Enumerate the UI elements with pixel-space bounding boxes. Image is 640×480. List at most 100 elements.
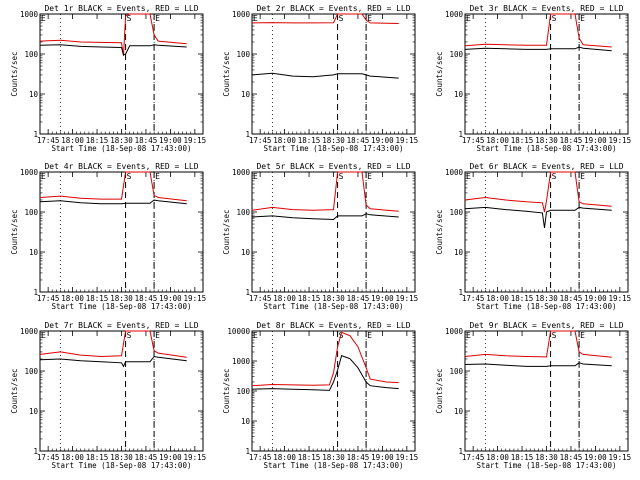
- event-marker-s: S: [127, 172, 132, 181]
- x-tick-label: 18:45: [135, 294, 158, 303]
- x-tick-label: 18:00: [486, 453, 509, 462]
- x-tick-label: 18:00: [61, 136, 84, 145]
- plot-title: Det 2r BLACK = Events, RED = LLD: [256, 4, 410, 13]
- x-tick-label: 18:15: [298, 453, 321, 462]
- x-axis-label: Start Time (18-Sep-08 17:43:00): [52, 461, 192, 470]
- event-marker-e: E: [466, 14, 471, 23]
- x-tick-label: 19:00: [159, 453, 182, 462]
- plot-axes-box: [464, 330, 629, 452]
- series-events-black: [464, 46, 612, 52]
- x-tick-label: 19:00: [584, 294, 607, 303]
- series-lld-red: [464, 171, 612, 213]
- event-marker-e: E: [41, 14, 46, 23]
- x-axis-label: Start Time (18-Sep-08 17:43:00): [264, 461, 404, 470]
- y-tick-label: 1000: [445, 168, 464, 177]
- x-tick-label: 18:30: [535, 453, 558, 462]
- event-marker-e: E: [580, 14, 585, 23]
- y-axis-label: Counts/sec: [222, 209, 231, 254]
- event-marker-e: E: [367, 172, 372, 181]
- x-axis-label: Start Time (18-Sep-08 17:43:00): [52, 144, 192, 153]
- plot-axes-box: [464, 13, 629, 135]
- y-tick-label: 100: [449, 208, 463, 217]
- plot-title: Det 4r BLACK = Events, RED = LLD: [44, 162, 198, 171]
- y-tick-label: 10: [241, 417, 251, 426]
- series-events-black: [464, 362, 612, 367]
- x-tick-label: 18:30: [322, 294, 345, 303]
- y-tick-label: 100: [24, 208, 38, 217]
- y-tick-label: 100: [24, 367, 38, 376]
- x-tick-label: 19:15: [396, 294, 419, 303]
- y-axis-label: Counts/sec: [10, 51, 19, 96]
- plot-title: Det 1r BLACK = Events, RED = LLD: [44, 4, 198, 13]
- series-lld-red: [251, 331, 399, 387]
- event-marker-s: S: [552, 14, 557, 23]
- series-lld-red: [464, 330, 612, 358]
- y-tick-label: 10: [29, 407, 39, 416]
- x-tick-label: 17:45: [37, 294, 60, 303]
- y-tick-label: 1000: [232, 357, 251, 366]
- x-axis-label: Start Time (18-Sep-08 17:43:00): [264, 144, 404, 153]
- x-tick-label: 19:15: [396, 136, 419, 145]
- plot-5: Det 5r BLACK = Events, RED = LLD 1 10 100 10…: [222, 162, 418, 311]
- event-marker-e: E: [155, 172, 160, 181]
- y-tick-label: 1000: [232, 168, 251, 177]
- y-tick-label: 10: [454, 90, 464, 99]
- x-tick-label: 18:15: [86, 453, 109, 462]
- x-tick-label: 18:00: [61, 453, 84, 462]
- y-tick-label: 1: [458, 288, 463, 297]
- x-tick-label: 18:45: [135, 453, 158, 462]
- x-tick-label: 19:00: [584, 136, 607, 145]
- event-marker-s: S: [552, 331, 557, 340]
- x-tick-label: 19:15: [609, 453, 632, 462]
- x-tick-label: 17:45: [37, 136, 60, 145]
- y-axis-label: Counts/sec: [222, 368, 231, 413]
- x-tick-label: 18:00: [486, 136, 509, 145]
- series-events-black: [251, 72, 399, 79]
- x-tick-label: 18:00: [273, 136, 296, 145]
- plot-1: Det 1r BLACK = Events, RED = LLD 1 10 100 10…: [10, 4, 206, 153]
- x-tick-label: 18:30: [110, 294, 133, 303]
- plot-axes-box: [39, 171, 204, 293]
- x-tick-label: 19:00: [371, 453, 394, 462]
- event-marker-e: E: [367, 14, 372, 23]
- x-tick-label: 19:15: [609, 294, 632, 303]
- event-marker-s: S: [127, 14, 132, 23]
- y-tick-label: 10: [241, 90, 251, 99]
- plot-title: Det 9r BLACK = Events, RED = LLD: [469, 321, 623, 330]
- y-tick-label: 1000: [20, 10, 39, 19]
- x-tick-label: 18:45: [347, 294, 370, 303]
- x-tick-label: 18:15: [511, 453, 534, 462]
- event-marker-e: E: [253, 331, 258, 340]
- y-tick-label: 10: [241, 248, 251, 257]
- event-marker-e: E: [580, 172, 585, 181]
- series-lld-red: [39, 330, 187, 358]
- x-tick-label: 18:00: [61, 294, 84, 303]
- y-axis-label: Counts/sec: [435, 368, 444, 413]
- plot-title: Det 3r BLACK = Events, RED = LLD: [469, 4, 623, 13]
- series-events-black: [39, 44, 187, 56]
- y-tick-label: 1000: [445, 10, 464, 19]
- plot-axes-box: [251, 171, 416, 293]
- series-events-black: [39, 199, 187, 205]
- event-marker-e: E: [367, 331, 372, 340]
- y-tick-label: 1: [245, 130, 250, 139]
- plot-7: Det 7r BLACK = Events, RED = LLD 1 10 100 10…: [10, 321, 206, 470]
- y-tick-label: 1000: [20, 168, 39, 177]
- x-tick-label: 18:15: [511, 136, 534, 145]
- y-tick-label: 100: [236, 387, 250, 396]
- y-tick-label: 1: [33, 447, 38, 456]
- x-tick-label: 19:15: [184, 136, 207, 145]
- y-tick-label: 1: [33, 288, 38, 297]
- plot-4: Det 4r BLACK = Events, RED = LLD 1 10 100 10…: [10, 162, 206, 311]
- plot-title: Det 7r BLACK = Events, RED = LLD: [44, 321, 198, 330]
- event-marker-e: E: [155, 331, 160, 340]
- y-tick-label: 1: [245, 288, 250, 297]
- plot-8: Det 8r BLACK = Events, RED = LLD 1 10 100 10…: [222, 321, 418, 470]
- series-lld-red: [251, 13, 399, 24]
- x-tick-label: 18:00: [486, 294, 509, 303]
- x-tick-label: 18:15: [86, 136, 109, 145]
- x-tick-label: 17:45: [249, 453, 272, 462]
- x-tick-label: 18:30: [110, 136, 133, 145]
